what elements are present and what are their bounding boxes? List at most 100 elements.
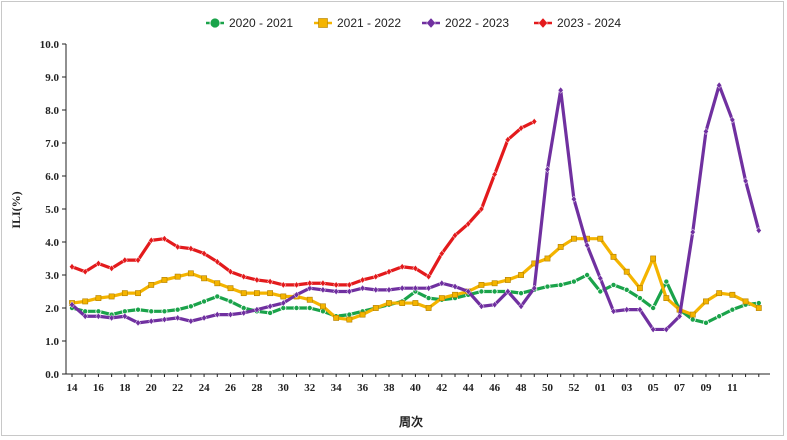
data-point — [491, 280, 498, 287]
data-point — [570, 195, 577, 203]
data-point — [293, 304, 300, 311]
data-point — [518, 272, 524, 278]
data-point — [214, 311, 221, 319]
data-point — [755, 300, 762, 307]
data-point — [399, 300, 406, 306]
data-point — [148, 308, 155, 315]
data-point — [742, 177, 749, 185]
x-tick-label: 05 — [648, 382, 660, 394]
y-tick-label: 3.0 — [45, 270, 59, 282]
y-axis: 0.0 1.0 2.0 3.0 4.0 5.0 6.0 7.0 8.0 9.0 10.0 — [40, 39, 67, 381]
legend-swatch-marker — [538, 17, 548, 29]
data-point — [148, 281, 155, 288]
data-point — [346, 311, 353, 318]
series-layer — [69, 81, 762, 334]
legend-label: 2021 - 2022 — [337, 16, 401, 30]
data-point — [320, 279, 326, 287]
data-point — [716, 81, 723, 89]
data-point — [689, 316, 696, 323]
data-point — [663, 325, 670, 334]
data-point — [557, 281, 564, 288]
data-point — [623, 306, 630, 314]
data-point — [584, 241, 591, 249]
data-point — [69, 301, 75, 309]
x-tick-label: 03 — [621, 382, 633, 394]
data-point — [518, 124, 524, 132]
data-point — [240, 309, 247, 317]
data-point — [478, 281, 485, 288]
data-point — [742, 298, 749, 305]
data-point — [121, 312, 128, 320]
data-point — [267, 309, 274, 316]
data-point — [148, 317, 155, 325]
x-tick-label: 16 — [93, 382, 105, 394]
data-point — [637, 306, 643, 314]
data-point — [478, 302, 485, 310]
data-point — [386, 268, 392, 276]
series-2021-2022 — [69, 235, 762, 323]
data-point — [161, 235, 168, 243]
data-point — [201, 314, 207, 322]
data-point — [584, 271, 591, 278]
data-point — [452, 291, 458, 298]
data-point — [637, 285, 643, 292]
legend-swatch-marker — [426, 17, 436, 29]
data-point — [201, 275, 207, 282]
data-point — [399, 263, 406, 271]
data-point — [82, 298, 89, 305]
data-point — [214, 280, 221, 287]
data-point — [227, 298, 234, 305]
x-tick-label: 30 — [278, 382, 290, 394]
data-point — [372, 305, 379, 311]
data-point — [452, 231, 458, 239]
data-point — [108, 314, 115, 322]
y-tick-label: 1.0 — [45, 336, 59, 348]
data-point — [755, 305, 762, 311]
data-point — [504, 136, 511, 144]
data-point — [518, 302, 524, 310]
data-point — [253, 276, 260, 284]
data-point — [214, 258, 221, 266]
data-point — [174, 273, 181, 280]
data-point — [121, 290, 128, 297]
data-point — [465, 220, 472, 228]
data-point — [95, 312, 102, 320]
x-tick-label: 40 — [410, 382, 422, 394]
data-point — [306, 279, 313, 287]
data-point — [227, 268, 234, 276]
data-point — [491, 301, 498, 309]
data-point — [253, 306, 260, 314]
data-point — [478, 288, 485, 295]
data-point — [650, 255, 657, 262]
data-point — [267, 302, 274, 310]
x-tick-label: 48 — [516, 382, 528, 394]
data-point — [201, 298, 208, 305]
data-point — [755, 226, 762, 235]
data-point — [267, 278, 274, 286]
data-point — [570, 278, 577, 285]
data-point — [293, 291, 300, 299]
data-point — [650, 304, 657, 311]
legend-item: 2021 - 2022 — [314, 16, 401, 30]
x-tick-label: 01 — [595, 382, 606, 394]
data-point — [161, 315, 168, 324]
x-axis-title: 周次 — [399, 414, 423, 429]
legend-swatch-marker — [318, 18, 328, 28]
data-point — [425, 284, 432, 292]
legend-item: 2023 - 2024 — [534, 16, 621, 30]
data-point — [320, 303, 326, 310]
data-point — [201, 249, 207, 258]
data-point — [703, 127, 709, 136]
data-point — [306, 284, 313, 292]
x-tick-label: 18 — [119, 382, 131, 394]
x-tick-label: 42 — [436, 382, 448, 394]
data-point — [663, 278, 670, 285]
data-point — [227, 285, 234, 292]
data-point — [82, 312, 89, 320]
ili-line-chart: 2020 - 2021 2021 - 2022 2022 - 2023 2023 - … — [9, 16, 770, 429]
data-point — [425, 295, 432, 302]
data-point — [425, 273, 432, 281]
x-tick-label: 14 — [67, 382, 79, 394]
data-point — [320, 286, 326, 294]
y-axis-title: ILI(%) — [9, 191, 23, 228]
